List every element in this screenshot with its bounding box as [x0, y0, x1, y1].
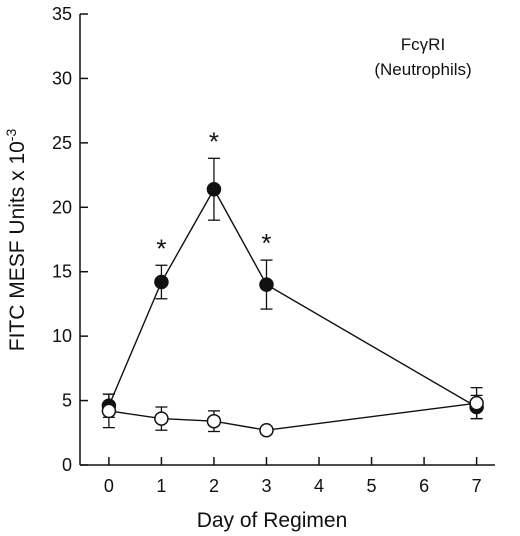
- significance-star: *: [261, 228, 271, 258]
- x-tick-label: 4: [314, 476, 324, 496]
- data-point: [206, 413, 222, 429]
- y-tick-label: 25: [52, 133, 72, 153]
- y-tick-label: 10: [52, 326, 72, 346]
- axes: [79, 14, 495, 466]
- x-tick-label: 3: [261, 476, 271, 496]
- y-tick-label: 35: [52, 4, 72, 24]
- y-axis-title: FITC MESF Units x 10-3: [3, 129, 29, 352]
- x-tick-label: 1: [156, 476, 166, 496]
- data-point: [259, 277, 274, 292]
- annotation-receptor: FcγRI: [401, 35, 445, 54]
- y-tick-label: 5: [62, 391, 72, 411]
- x-tick-label: 0: [104, 476, 114, 496]
- data-point: [101, 403, 117, 419]
- significance-markers: * * *: [156, 126, 271, 263]
- data-point: [206, 181, 222, 197]
- y-tick-label: 15: [52, 262, 72, 282]
- data-point: [259, 422, 274, 438]
- y-axis-title-main: FITC MESF Units x 10: [6, 141, 29, 351]
- x-tick-label: 2: [209, 476, 219, 496]
- x-axis-title: Day of Regimen: [197, 509, 348, 532]
- significance-star: *: [156, 233, 166, 263]
- y-tick-label: 30: [52, 68, 72, 88]
- data-point: [469, 395, 484, 411]
- series-2: [101, 387, 484, 438]
- data-point: [154, 411, 169, 426]
- x-axis-ticks: 0 1 2 3 4 5 6 7: [104, 457, 482, 496]
- annotation-cell-type: (Neutrophils): [374, 60, 471, 79]
- y-axis-title-exponent: -3: [3, 129, 19, 142]
- y-tick-label: 0: [62, 455, 72, 475]
- y-axis-ticks: 0 5 10 15 20 25 30 35: [52, 4, 88, 475]
- series-1: [101, 157, 484, 420]
- significance-star: *: [209, 126, 219, 156]
- x-tick-label: 7: [472, 476, 482, 496]
- y-tick-label: 20: [52, 197, 72, 217]
- series-layer: [101, 157, 484, 438]
- data-point: [154, 274, 169, 290]
- x-tick-label: 5: [367, 476, 377, 496]
- x-tick-label: 6: [419, 476, 429, 496]
